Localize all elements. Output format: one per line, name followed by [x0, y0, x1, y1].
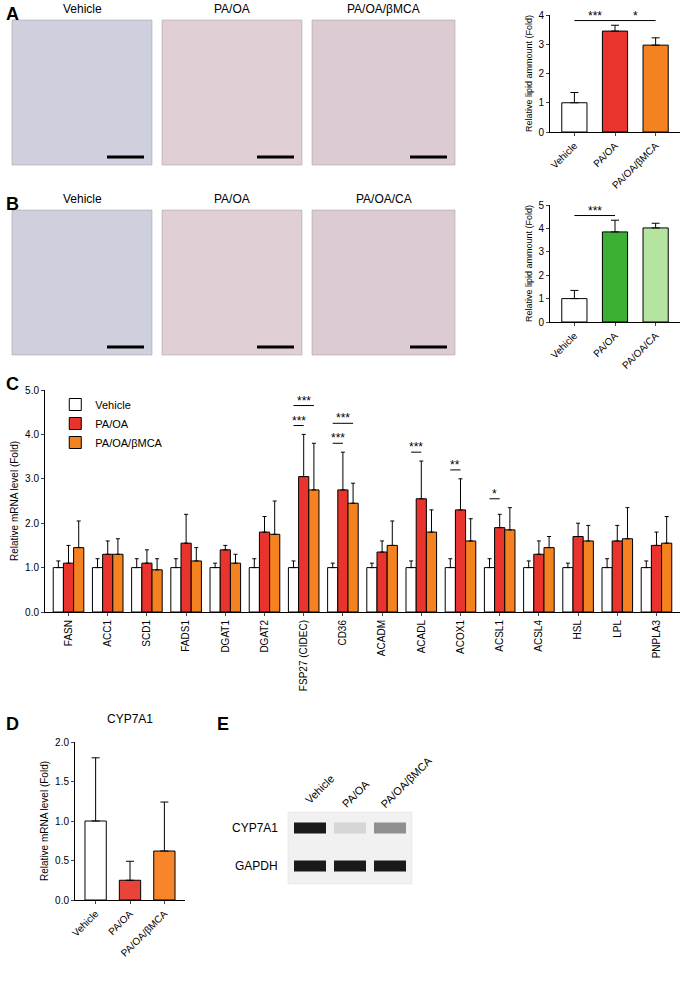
- svg-text:ACADL: ACADL: [416, 620, 427, 654]
- svg-text:Relative lipid ammount (Fold): Relative lipid ammount (Fold): [524, 15, 534, 132]
- svg-text:0: 0: [538, 127, 544, 138]
- svg-text:0: 0: [538, 317, 544, 328]
- svg-text:Vehicle: Vehicle: [70, 908, 101, 939]
- svg-text:5: 5: [538, 200, 544, 211]
- svg-text:4.0: 4.0: [25, 429, 39, 440]
- svg-text:***: ***: [331, 431, 345, 445]
- svg-text:PA/OA/βMCA: PA/OA/βMCA: [95, 437, 162, 449]
- svg-text:D: D: [6, 714, 19, 734]
- svg-text:2: 2: [538, 270, 544, 281]
- svg-text:Vehicle: Vehicle: [303, 772, 337, 806]
- svg-text:DGAT2: DGAT2: [259, 620, 270, 653]
- svg-text:1.5: 1.5: [55, 776, 69, 787]
- svg-text:FSP27 (CIDEC): FSP27 (CIDEC): [298, 620, 309, 691]
- svg-text:0.0: 0.0: [25, 607, 39, 618]
- svg-text:PA/OA/βMCA: PA/OA/βMCA: [347, 2, 420, 16]
- svg-text:3.0: 3.0: [25, 473, 39, 484]
- svg-text:ACSL1: ACSL1: [494, 620, 505, 652]
- svg-text:0.5: 0.5: [55, 855, 69, 866]
- svg-text:3: 3: [538, 246, 544, 257]
- svg-text:4: 4: [538, 10, 544, 21]
- svg-text:Vehicle: Vehicle: [63, 192, 102, 206]
- svg-text:2.0: 2.0: [55, 737, 69, 748]
- svg-text:HSL: HSL: [572, 620, 583, 640]
- svg-text:C: C: [6, 374, 19, 394]
- svg-text:SCD1: SCD1: [141, 620, 152, 647]
- svg-text:B: B: [6, 194, 19, 214]
- svg-text:ACC1: ACC1: [102, 620, 113, 647]
- svg-text:Relative mRNA level (Fold): Relative mRNA level (Fold): [9, 441, 20, 561]
- svg-text:GAPDH: GAPDH: [235, 859, 278, 873]
- svg-text:Vehicle: Vehicle: [549, 140, 580, 171]
- svg-text:PA/OA: PA/OA: [214, 192, 250, 206]
- svg-text:CYP7A1: CYP7A1: [107, 712, 153, 726]
- svg-text:***: ***: [292, 414, 306, 428]
- svg-text:*: *: [492, 487, 497, 501]
- svg-text:PA/OA/βMCA: PA/OA/βMCA: [610, 140, 661, 191]
- svg-text:PA/OA: PA/OA: [214, 2, 250, 16]
- svg-text:2: 2: [538, 68, 544, 79]
- svg-text:5.0: 5.0: [25, 385, 39, 396]
- svg-text:PA/OA: PA/OA: [591, 330, 620, 359]
- svg-text:***: ***: [588, 9, 602, 23]
- svg-text:Vehicle: Vehicle: [63, 2, 102, 16]
- svg-text:2.0: 2.0: [25, 518, 39, 529]
- svg-text:*: *: [633, 9, 638, 23]
- svg-text:***: ***: [409, 440, 423, 454]
- svg-text:***: ***: [297, 394, 311, 408]
- svg-text:PA/OA: PA/OA: [106, 908, 135, 937]
- svg-text:FASN: FASN: [63, 620, 74, 646]
- svg-text:4: 4: [538, 223, 544, 234]
- svg-text:3: 3: [538, 39, 544, 50]
- svg-text:ACADM: ACADM: [376, 620, 387, 656]
- svg-text:PA/OA/CA: PA/OA/CA: [356, 192, 412, 206]
- svg-text:PA/OA: PA/OA: [591, 140, 620, 169]
- svg-text:0.0: 0.0: [55, 895, 69, 906]
- svg-text:A: A: [6, 4, 19, 24]
- svg-text:1.0: 1.0: [25, 562, 39, 573]
- svg-text:PA/OA/CA: PA/OA/CA: [620, 330, 661, 371]
- svg-text:DGAT1: DGAT1: [220, 620, 231, 653]
- svg-text:1: 1: [538, 293, 544, 304]
- svg-text:Vehicle: Vehicle: [549, 330, 580, 361]
- svg-text:CYP7A1: CYP7A1: [232, 821, 278, 835]
- svg-text:PA/OA/βMCA: PA/OA/βMCA: [119, 908, 170, 959]
- svg-text:CD36: CD36: [337, 620, 348, 646]
- svg-text:PA/OA/βMCA: PA/OA/βMCA: [378, 754, 434, 810]
- svg-text:Relative lipid ammount (Fold): Relative lipid ammount (Fold): [524, 205, 534, 322]
- svg-text:LPL: LPL: [612, 620, 623, 638]
- svg-text:ACSL4: ACSL4: [533, 620, 544, 652]
- svg-text:***: ***: [588, 204, 602, 218]
- svg-text:1.0: 1.0: [55, 816, 69, 827]
- svg-text:E: E: [217, 714, 229, 734]
- svg-text:**: **: [450, 458, 460, 472]
- svg-text:FADS1: FADS1: [180, 620, 191, 652]
- svg-text:Relative mRNA level (Fold): Relative mRNA level (Fold): [39, 761, 50, 881]
- svg-text:ACOX1: ACOX1: [455, 620, 466, 654]
- svg-text:1: 1: [538, 97, 544, 108]
- svg-text:PA/OA: PA/OA: [340, 778, 372, 810]
- svg-text:PNPLA3: PNPLA3: [651, 620, 662, 659]
- svg-text:***: ***: [336, 411, 350, 425]
- svg-text:Vehicle: Vehicle: [95, 399, 130, 411]
- svg-text:PA/OA: PA/OA: [95, 418, 128, 430]
